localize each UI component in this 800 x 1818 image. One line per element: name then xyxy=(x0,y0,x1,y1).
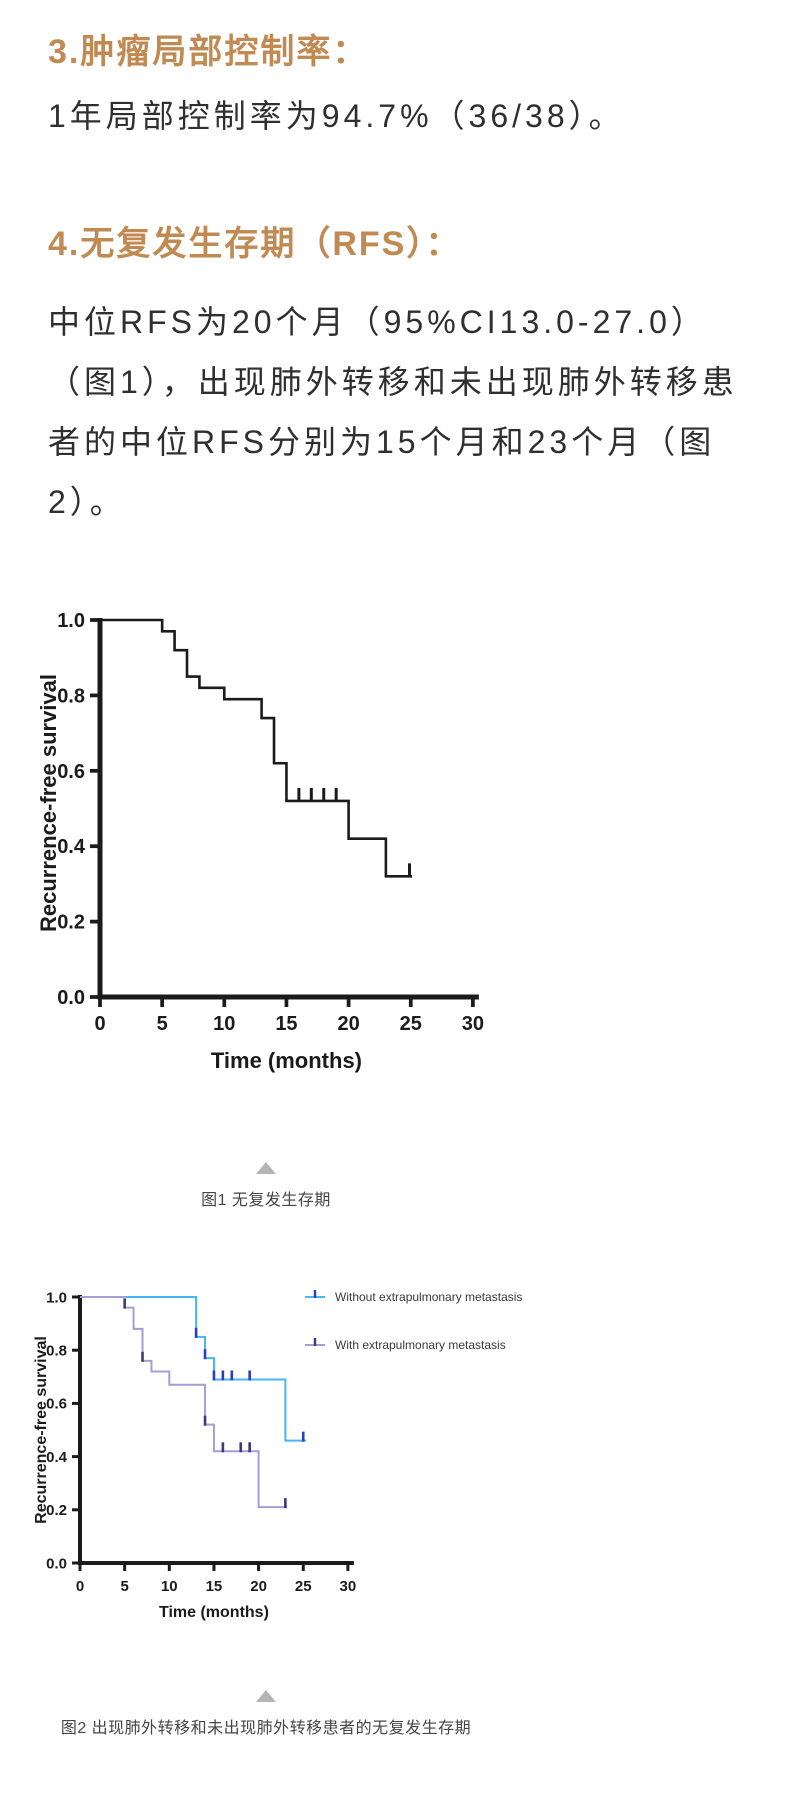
x-tick-label: 30 xyxy=(340,1578,357,1595)
figure1-caption: 图1 无复发生存期 xyxy=(201,1192,331,1209)
y-tick-label: 0.2 xyxy=(46,1502,67,1519)
figure2-caption: 图2 出现肺外转移和未出现肺外转移患者的无复发生存期 xyxy=(60,1720,472,1737)
y-tick-label: 0.8 xyxy=(46,1342,67,1359)
legend: Without extrapulmonary metastasis With ex… xyxy=(305,1290,522,1352)
y-axis-title: Recurrence-free survival xyxy=(33,1336,50,1524)
x-axis-title: Time (months) xyxy=(159,1604,269,1621)
x-tick-label: 15 xyxy=(206,1578,223,1595)
censor-ticks xyxy=(194,1327,305,1442)
x-tick-label: 25 xyxy=(295,1578,312,1595)
tick-labels: 0.0 0.2 0.4 0.6 0.8 1.0 0 5 10 15 20 25 30 xyxy=(57,610,484,1035)
x-tick-label: 15 xyxy=(275,1013,297,1035)
censor-ticks xyxy=(123,1298,287,1509)
x-tick-label: 5 xyxy=(120,1578,128,1595)
x-tick-label: 25 xyxy=(400,1013,422,1035)
x-tick-label: 0 xyxy=(76,1578,84,1595)
x-axis-title: Time (months) xyxy=(211,1048,362,1073)
km-curve xyxy=(80,1296,306,1442)
figure-1: 0.0 0.2 0.4 0.6 0.8 1.0 0 5 10 15 20 25 30 Time (mont… xyxy=(0,598,800,1214)
y-tick-label: 1.0 xyxy=(57,610,85,632)
section-3-text: 1年局部控制率为94.7%（36/38）。 xyxy=(48,98,625,134)
x-tick-label: 20 xyxy=(250,1578,267,1595)
section-4-heading: 4.无复发生存期（RFS）： xyxy=(48,225,462,263)
section-4-text: 中位RFS为20个月（95%CI13.0-27.0）（图1），出现肺外转移和未出… xyxy=(48,304,738,520)
figure2-footer: 图2 出现肺外转移和未出现肺外转移患者的无复发生存期 xyxy=(0,1690,532,1742)
x-tick-label: 30 xyxy=(462,1013,484,1035)
y-tick-label: 0.8 xyxy=(57,685,85,707)
y-tick-label: 0.2 xyxy=(57,912,85,934)
y-tick-label: 0.6 xyxy=(57,761,85,783)
x-tick-label: 10 xyxy=(161,1578,178,1595)
x-tick-label: 10 xyxy=(213,1013,235,1035)
y-tick-label: 0.4 xyxy=(57,836,86,858)
figure2-km-chart: 0.0 0.2 0.4 0.6 0.8 1.0 0 5 10 15 20 25 30 Time (mont… xyxy=(33,1289,522,1621)
axes xyxy=(72,1295,354,1571)
gray-triangle-icon xyxy=(256,1690,276,1702)
tick-labels: 0.0 0.2 0.4 0.6 0.8 1.0 0 5 10 15 20 25 30 xyxy=(46,1289,356,1595)
y-tick-label: 0.0 xyxy=(57,987,85,1009)
figure1-km-chart: 0.0 0.2 0.4 0.6 0.8 1.0 0 5 10 15 20 25 30 Time (mont… xyxy=(40,610,484,1073)
y-tick-label: 0.6 xyxy=(46,1396,67,1413)
km-curve xyxy=(100,618,412,878)
axes xyxy=(90,618,479,1007)
x-tick-label: 0 xyxy=(94,1013,105,1035)
gray-triangle-icon xyxy=(256,1162,276,1174)
legend-label: With extrapulmonary metastasis xyxy=(335,1338,506,1352)
y-axis-title: Recurrence-free survival xyxy=(40,674,61,932)
censor-ticks xyxy=(297,787,412,878)
y-tick-label: 0.4 xyxy=(46,1449,68,1466)
section-3-heading: 3.肿瘤局部控制率： xyxy=(48,33,369,71)
x-tick-label: 20 xyxy=(337,1013,359,1035)
y-tick-label: 0.0 xyxy=(46,1555,67,1572)
figure1-footer: 图1 无复发生存期 xyxy=(0,1162,532,1214)
km-curve xyxy=(80,1296,288,1509)
y-tick-label: 1.0 xyxy=(46,1289,67,1306)
x-tick-label: 5 xyxy=(157,1013,168,1035)
legend-label: Without extrapulmonary metastasis xyxy=(335,1290,522,1304)
figure-2: 0.0 0.2 0.4 0.6 0.8 1.0 0 5 10 15 20 25 30 Time (mont… xyxy=(0,1285,800,1742)
